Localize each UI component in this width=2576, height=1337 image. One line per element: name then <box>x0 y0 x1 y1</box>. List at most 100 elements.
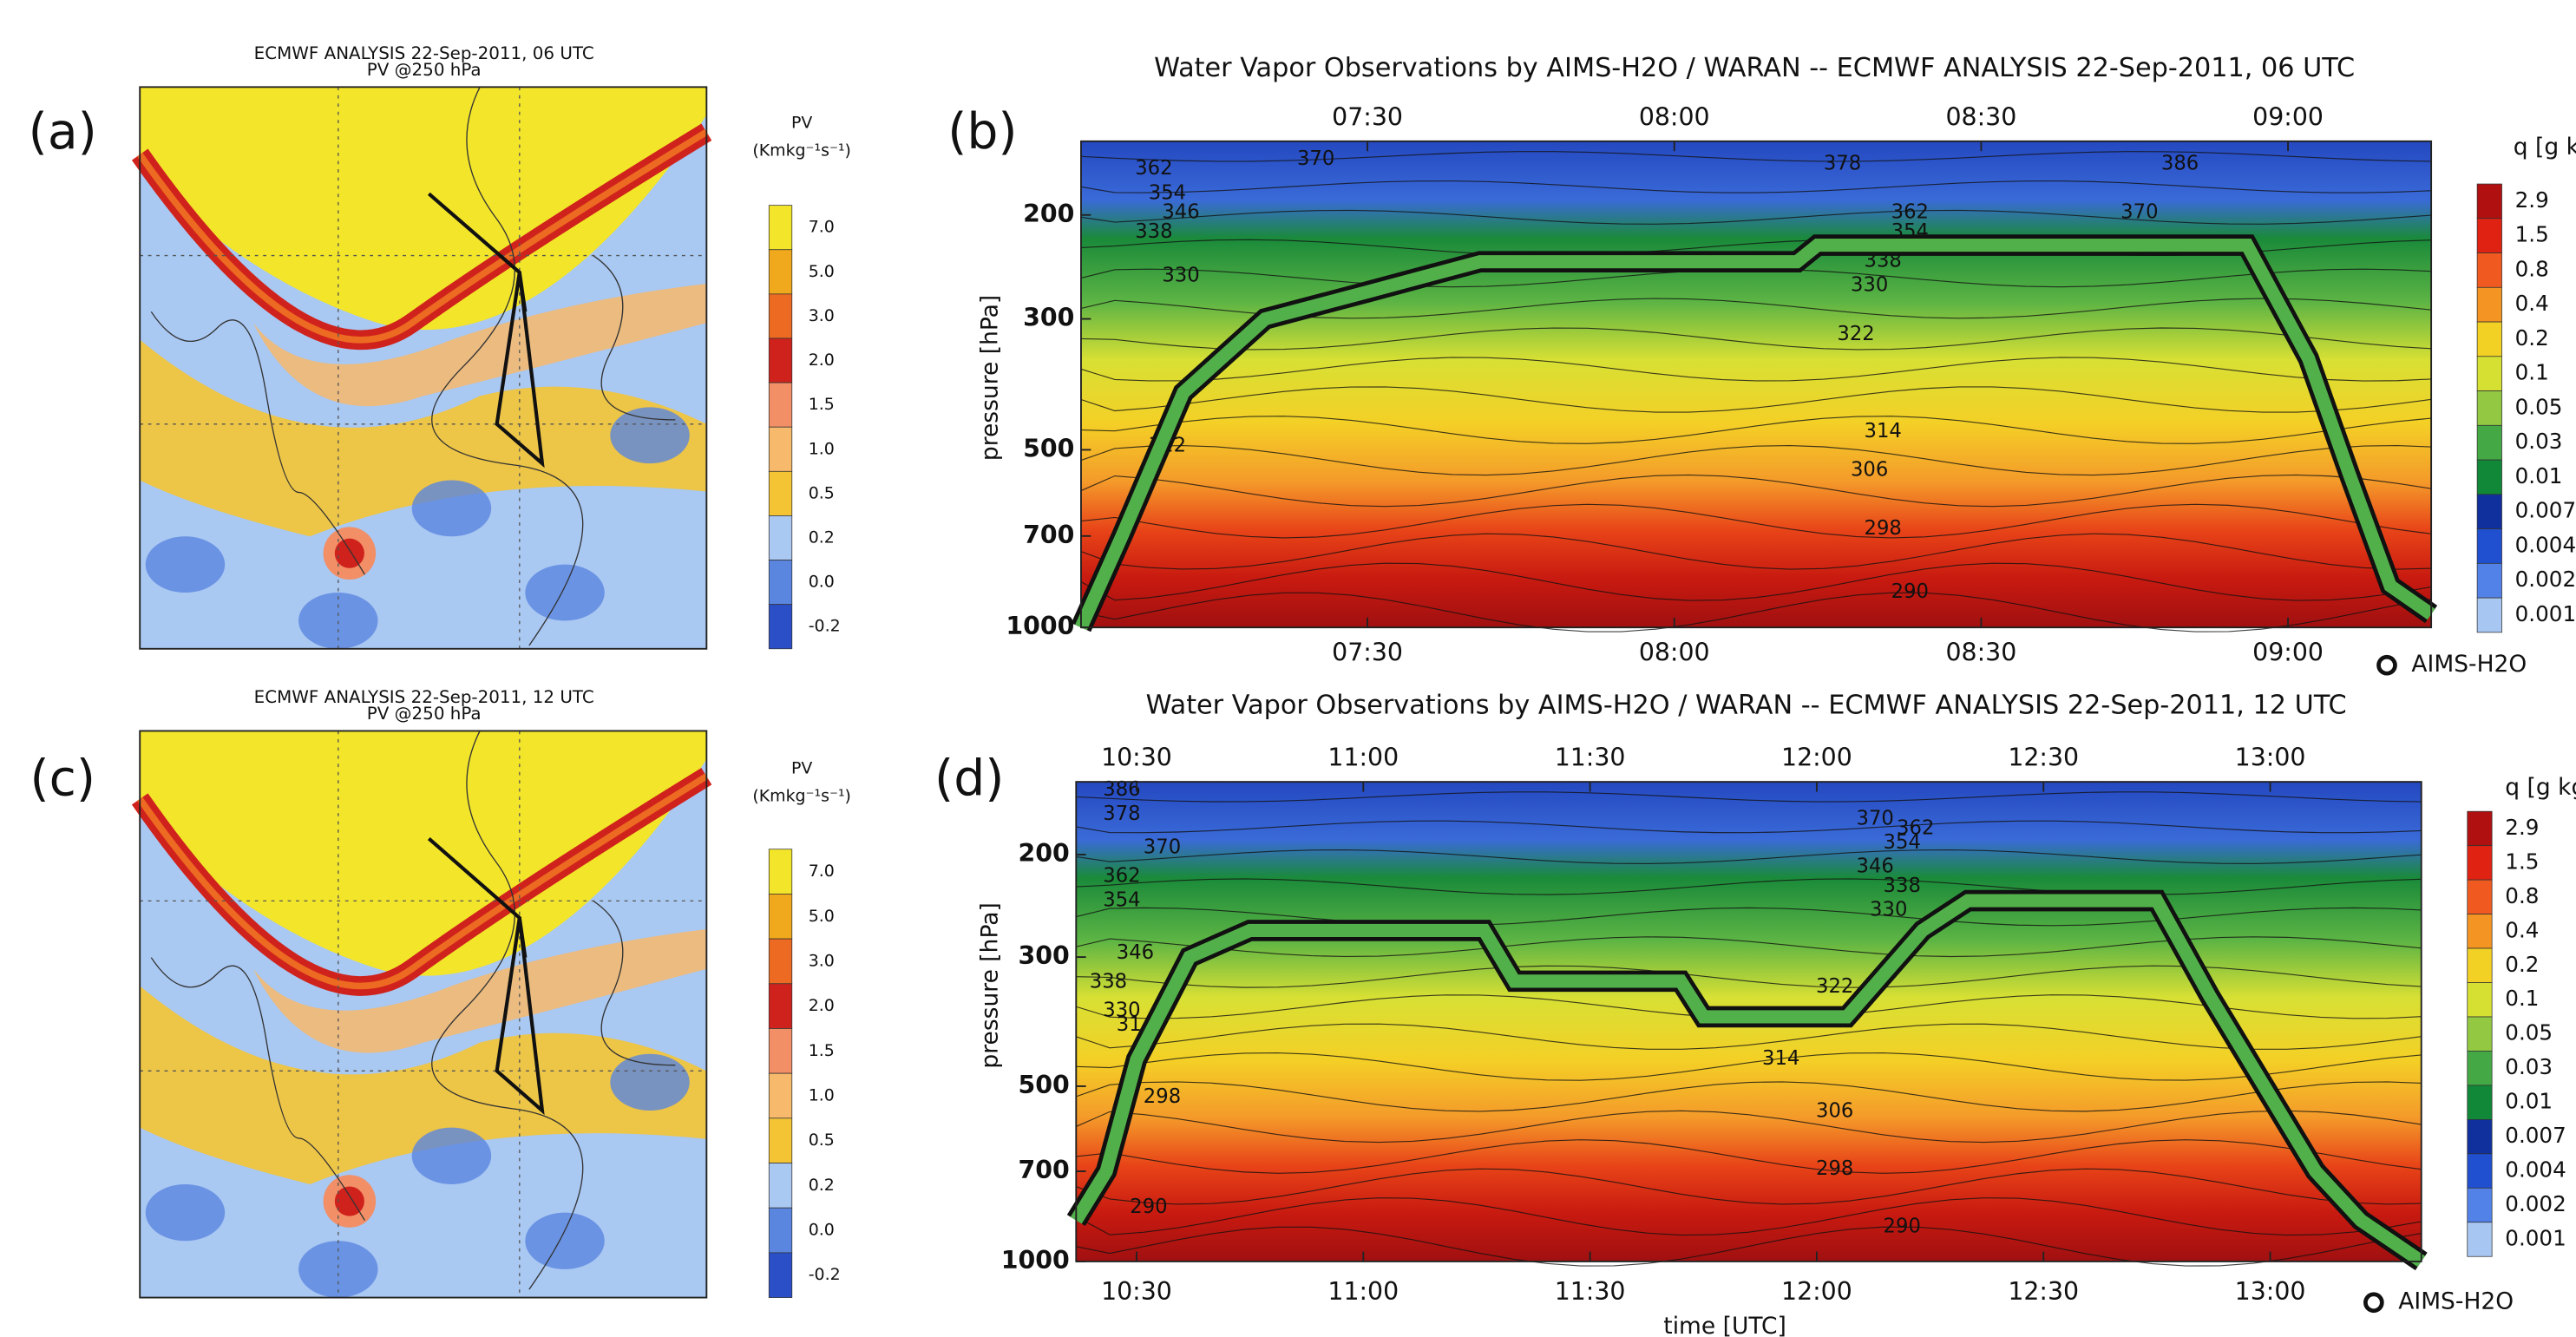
y-tick-label: 1000 <box>1001 1246 1070 1275</box>
map-region <box>298 593 378 649</box>
colorbar-label: 2.0 <box>809 996 835 1015</box>
colorbar-label: 3.0 <box>809 951 835 970</box>
x-tick-label: 10:30 <box>1101 744 1172 772</box>
colorbar-swatch <box>2476 390 2502 426</box>
colorbar-swatch <box>768 205 793 251</box>
x-tick-label: 07:30 <box>1332 638 1403 666</box>
isentrope <box>1080 180 2432 193</box>
map-region <box>525 564 605 621</box>
colorbar-swatch <box>2467 1016 2493 1052</box>
flight-route <box>427 836 545 1116</box>
map-region <box>145 1183 226 1242</box>
y-tick-label: 200 <box>1018 839 1069 868</box>
chart-title: Water Vapor Observations by AIMS-H2O / W… <box>1154 53 2355 83</box>
colorbar-swatch <box>2476 528 2502 564</box>
plot-frame <box>1080 140 2433 629</box>
x-tick-label: 11:00 <box>1327 1277 1399 1306</box>
legend-label: AIMS-H2O <box>2398 1288 2514 1315</box>
panel-label: (c) <box>29 750 95 808</box>
colorbar-label: 2.9 <box>2515 187 2549 213</box>
y-axis-label: pressure [hPa] <box>976 295 1003 461</box>
colorbar-swatch <box>2476 562 2502 599</box>
isentrope <box>1080 474 2432 508</box>
map <box>131 86 712 650</box>
x-tick-label: 13:00 <box>2235 744 2306 772</box>
panel: (d) 2.9 1.5 0.8 0.4 0.2 0.1 0.05 0.03 0.01 0.007 0.… <box>934 691 2576 1337</box>
colorbar-label: 0.002 <box>2515 567 2576 592</box>
colorbar-label: 1.0 <box>809 1085 835 1104</box>
isentrope <box>1080 327 2432 351</box>
colorbar-swatch <box>768 1117 793 1163</box>
map-region <box>411 1127 492 1184</box>
colorbar-swatch <box>2476 286 2502 323</box>
coastline <box>150 731 676 1290</box>
colorbar-swatch <box>768 338 793 383</box>
colorbar-swatch <box>768 849 793 895</box>
colorbar-title: PV <box>791 758 812 777</box>
contour-label: 306 <box>1816 1100 1853 1123</box>
x-tick-label: 07:30 <box>1332 102 1403 131</box>
colorbar-swatch <box>2467 845 2493 881</box>
isentrope <box>1076 820 2422 834</box>
colorbar-swatch <box>2467 947 2493 983</box>
isentrope <box>1076 1197 2422 1236</box>
contour-label: 386 <box>2161 153 2199 175</box>
isentrope <box>1080 503 2432 539</box>
colorbar-swatch <box>2476 459 2502 495</box>
contour-label: 330 <box>1103 999 1140 1022</box>
contour-label: 338 <box>1884 875 1921 897</box>
colorbar-swatch <box>2476 218 2502 253</box>
legend-label: AIMS-H2O <box>2411 651 2527 678</box>
map <box>131 730 712 1299</box>
x-tick-label: 09:00 <box>2252 638 2324 666</box>
colorbar-swatch <box>2467 1153 2493 1189</box>
isentrope <box>1080 209 2432 225</box>
map-region <box>610 407 690 464</box>
colorbar-swatch <box>768 894 793 940</box>
map-region <box>140 986 707 1184</box>
colorbar-label: 0.0 <box>809 573 835 592</box>
y-tick-label: 300 <box>1023 304 1074 332</box>
x-tick-label: 11:30 <box>1555 744 1626 772</box>
panel: (b) 2.9 1.5 0.8 0.4 0.2 0.1 0.05 0.03 0.01 0.007 0.… <box>947 53 2576 678</box>
contour-label: 378 <box>1824 153 1861 175</box>
contour-label: 362 <box>1891 201 1929 224</box>
y-tick-label: 1000 <box>1006 612 1074 640</box>
colorbar-label: -0.2 <box>809 1265 841 1284</box>
colorbar-swatch <box>2467 810 2493 847</box>
contour-label: 290 <box>1891 580 1929 603</box>
x-tick-label: 08:30 <box>1946 638 2017 666</box>
isentrope <box>1080 151 2432 162</box>
y-tick-label: 500 <box>1018 1071 1069 1099</box>
colorbar-label: 0.2 <box>2515 325 2549 351</box>
colorbar-label: 1.0 <box>809 439 835 458</box>
colorbar-swatch <box>2476 183 2502 220</box>
map-region <box>145 536 226 593</box>
colorbar-label: 5.0 <box>809 262 835 281</box>
colorbar-swatch <box>768 249 793 295</box>
colorbar-label: 0.4 <box>2515 291 2549 316</box>
colorbar-label: 0.05 <box>2515 394 2563 419</box>
colorbar-swatch <box>768 1207 793 1254</box>
isentrope <box>1080 533 2432 570</box>
isentrope <box>1076 878 2422 895</box>
colorbar-swatch <box>2476 597 2502 633</box>
colorbar-swatch <box>2476 356 2502 391</box>
colorbar-label: 1.5 <box>809 395 835 414</box>
y-tick-label: 200 <box>1023 200 1074 228</box>
isentrope <box>1076 1226 2422 1267</box>
contour-label: 306 <box>1851 459 1888 482</box>
isentrope <box>1076 849 2422 864</box>
colorbar-label: 0.001 <box>2505 1226 2566 1251</box>
contour-label: 314 <box>1762 1047 1799 1070</box>
map-region <box>140 339 707 537</box>
panel-label: (d) <box>934 750 1004 808</box>
x-tick-label: 08:30 <box>1946 102 2017 131</box>
contour-label: 314 <box>1865 420 1902 442</box>
map-region <box>252 929 707 1053</box>
colorbar-swatch <box>768 293 793 339</box>
panel: (c) 7.0 5.0 3.0 2.0 1.5 1.0 0.5 0.2 0.0 -0.2 ECMWF … <box>29 687 851 1299</box>
x-tick-label: 13:00 <box>2235 1277 2306 1306</box>
contour-label: 346 <box>1162 201 1199 224</box>
